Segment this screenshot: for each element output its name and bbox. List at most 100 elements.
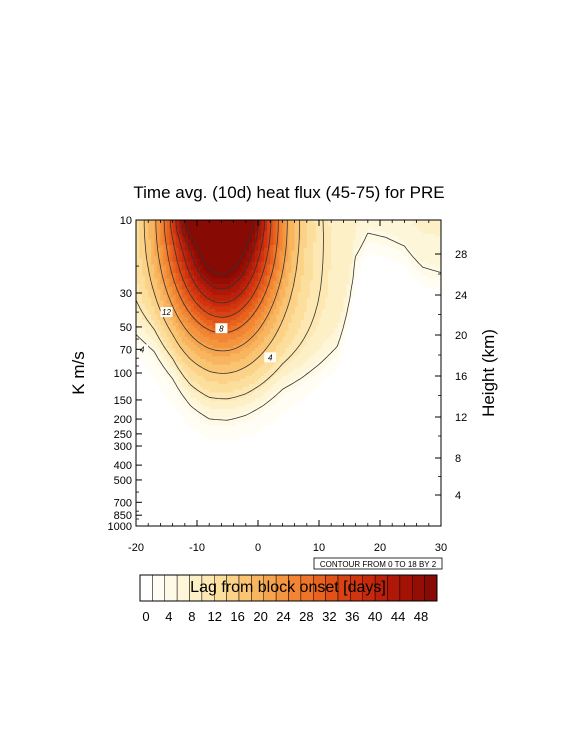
field-cell [325,270,329,274]
field-cell [337,242,341,246]
field-cell [178,250,183,254]
field-cell [373,320,378,324]
field-cell [361,225,366,229]
field-cell [434,320,439,324]
field-cell [160,356,165,360]
field-cell [160,286,165,291]
field-cell [334,309,338,313]
field-cell [175,311,180,316]
field-cell [187,295,192,299]
field-cell [376,306,381,310]
field-cell [184,311,189,316]
field-cell [361,220,366,224]
field-cell [288,289,293,293]
field-cell [361,242,366,246]
field-cell [407,228,412,232]
field-cell [346,250,351,254]
field-cell [236,331,241,335]
field-cell [230,289,235,293]
field-cell [172,228,177,232]
field-cell [346,247,351,252]
field-cell [254,222,259,227]
field-cell [404,261,409,266]
field-cell [184,292,189,296]
field-cell [373,239,378,243]
field-cell [270,250,274,254]
field-cell [309,309,314,313]
field-cell [187,289,192,293]
field-cell [203,334,207,338]
field-cell [376,283,381,288]
field-cell [239,253,244,257]
field-cell [419,303,424,307]
field-cell [404,317,409,321]
field-cell [245,317,250,321]
field-cell [355,331,360,335]
field-cell [230,342,235,346]
field-cell [193,336,198,341]
field-cell [325,311,329,316]
field-cell [212,236,216,241]
field-cell [285,258,290,263]
field-cell [383,311,387,316]
field-cell [181,295,186,299]
field-cell [425,286,430,291]
field-cell [386,286,390,291]
field-cell [151,233,155,238]
field-cell [328,239,332,243]
field-cell [200,253,204,257]
field-cell [248,334,253,338]
field-cell [178,336,183,341]
field-cell [383,342,387,346]
field-cell [264,345,268,349]
field-cell [322,233,326,238]
field-cell [355,297,360,302]
field-cell [142,242,146,246]
field-cell [352,233,357,238]
field-cell [398,270,402,274]
field-cell [334,264,338,268]
field-cell [319,309,323,313]
field-cell [346,356,351,360]
field-cell [395,356,399,360]
field-cell [367,300,372,305]
field-cell [212,325,216,330]
field-cell [416,281,421,285]
field-cell [215,297,219,302]
field-cell [434,250,439,254]
field-cell [270,311,274,316]
field-cell [337,314,341,318]
field-cell [169,225,174,229]
field-cell [373,322,378,327]
field-cell [242,278,247,282]
field-cell [419,250,424,254]
field-cell [166,336,171,341]
field-cell [419,309,424,313]
field-cell [315,281,320,285]
field-cell [413,306,418,310]
field-cell [340,281,344,285]
field-cell [315,283,320,288]
field-cell [367,283,372,288]
field-cell [294,242,299,246]
field-cell [334,286,338,291]
field-cell [166,228,171,232]
field-cell [373,356,378,360]
field-cell [169,261,174,266]
field-cell [358,256,363,260]
field-cell [389,306,393,310]
field-cell [322,350,326,355]
field-cell [154,350,158,355]
field-cell [349,320,354,324]
field-cell [190,242,195,246]
field-cell [312,258,317,263]
field-cell [145,295,149,299]
field-cell [288,220,293,224]
field-cell [407,317,412,321]
field-cell [364,345,369,349]
field-cell [425,258,430,263]
field-cell [434,239,439,243]
field-cell [136,286,140,291]
field-cell [267,317,271,321]
field-cell [282,353,287,357]
